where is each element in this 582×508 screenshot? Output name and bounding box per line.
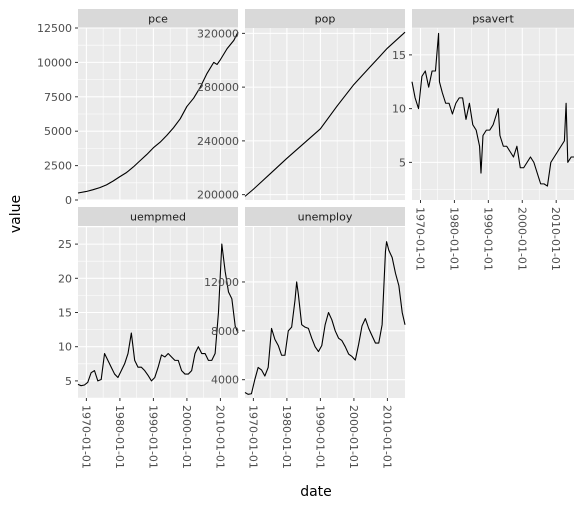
y-tick-label: 10000 (37, 56, 72, 69)
facet-pce: pce 0 2500 5000 7500 10000 12500 (37, 9, 239, 207)
x-tick-label: 1990-01-01 (313, 405, 326, 469)
x-tick-label: 2010-01-01 (213, 405, 226, 469)
panel-background (412, 28, 574, 200)
x-tick-label: 2010-01-01 (380, 405, 393, 469)
y-tick-label: 4000 (211, 374, 239, 387)
series-line-psavert (411, 32, 574, 187)
x-tick-label: 2000-01-01 (180, 405, 193, 469)
x-tick-label: 1990-01-01 (481, 207, 494, 271)
facet-strip-label: unemploy (298, 211, 353, 224)
facet-uempmed: uempmed 5 10 15 20 25 1970-01-01 1980-01-01 1990… (58, 207, 239, 469)
facet-strip-label: psavert (472, 13, 514, 26)
x-tick-label: 2000-01-01 (515, 207, 528, 271)
facet-pop: pop 200000 240000 280000 320000 (197, 9, 406, 202)
y-tick-label: 240000 (197, 135, 239, 148)
facet-strip (245, 9, 405, 28)
y-tick-label: 10 (58, 341, 72, 354)
facet-panels: pce 0 2500 5000 7500 10000 12500 pop 200000 24000… (37, 9, 574, 469)
series-line-pop (244, 31, 406, 197)
panel-background (245, 227, 405, 398)
y-tick-label: 5000 (44, 125, 72, 138)
x-tick-label: 1970-01-01 (246, 405, 259, 469)
x-tick-label: 1970-01-01 (413, 207, 426, 271)
facet-strip-label: uempmed (130, 211, 186, 224)
x-tick-label: 2000-01-01 (347, 405, 360, 469)
facet-strip (78, 9, 238, 28)
y-tick-label: 5 (399, 156, 406, 169)
y-tick-label: 200000 (197, 189, 239, 202)
y-tick-label: 8000 (211, 325, 239, 338)
y-tick-label: 2500 (44, 160, 72, 173)
y-tick-label: 10 (392, 103, 406, 116)
y-tick-label: 12500 (37, 22, 72, 35)
facet-strip (245, 207, 405, 226)
y-tick-label: 7500 (44, 91, 72, 104)
series-line-uempmed (77, 243, 239, 387)
y-tick-label: 15 (392, 49, 406, 62)
y-tick-label: 320000 (197, 27, 239, 40)
facet-strip (412, 9, 574, 28)
facet-strip-label: pop (315, 13, 336, 26)
y-tick-label: 15 (58, 307, 72, 320)
x-tick-label: 1980-01-01 (280, 405, 293, 469)
y-tick-label: 0 (65, 194, 72, 207)
y-axis-title: value (8, 195, 24, 233)
facet-strip (78, 207, 238, 226)
y-tick-label: 12000 (204, 276, 239, 289)
series-line-unemploy (244, 241, 406, 395)
y-tick-label: 280000 (197, 81, 239, 94)
x-tick-label: 1980-01-01 (113, 405, 126, 469)
x-axis-title: date (300, 484, 332, 500)
x-tick-label: 1980-01-01 (447, 207, 460, 271)
facet-strip-label: pce (148, 13, 168, 26)
facet-psavert: psavert 5 10 15 1970-01-01 1980-01-01 1990-01-… (392, 9, 574, 271)
y-tick-label: 5 (65, 375, 72, 388)
facet-unemploy: unemploy 4000 8000 12000 1970-01-01 1980-01-0… (204, 207, 406, 469)
x-tick-label: 1990-01-01 (146, 405, 159, 469)
x-tick-label: 2010-01-01 (549, 207, 562, 271)
y-tick-label: 20 (58, 272, 72, 285)
x-tick-label: 1970-01-01 (79, 405, 92, 469)
y-tick-label: 25 (58, 238, 72, 251)
series-line-pce (77, 31, 239, 194)
